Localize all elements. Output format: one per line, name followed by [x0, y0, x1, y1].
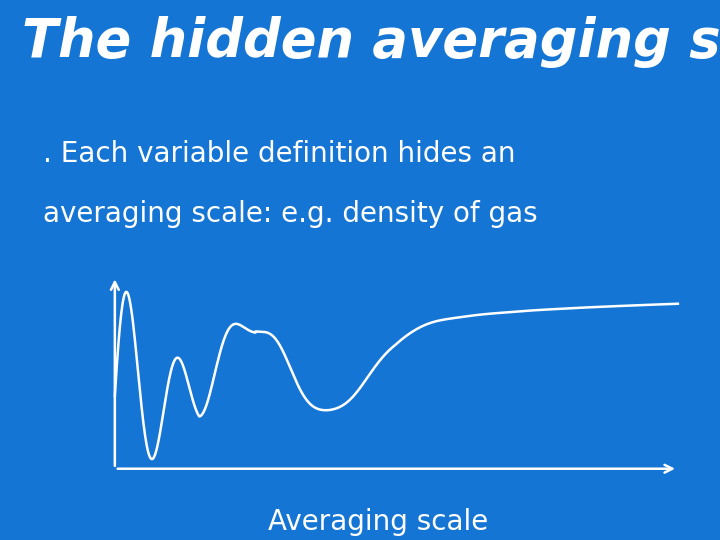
- Text: The hidden averaging scale: The hidden averaging scale: [22, 16, 720, 68]
- Text: Averaging scale: Averaging scale: [268, 508, 488, 536]
- Text: averaging scale: e.g. density of gas: averaging scale: e.g. density of gas: [43, 200, 538, 228]
- Text: . Each variable definition hides an: . Each variable definition hides an: [43, 140, 516, 168]
